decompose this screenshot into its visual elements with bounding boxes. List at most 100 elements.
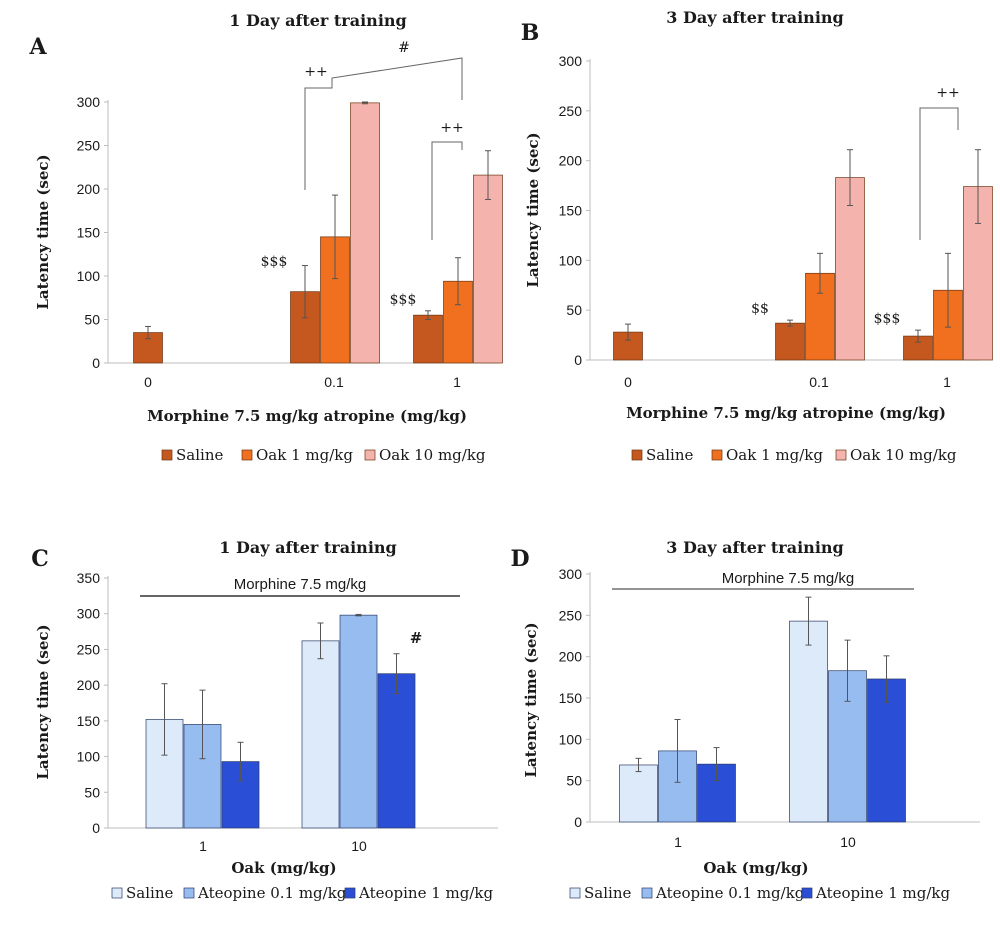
y-tick-label: 250 xyxy=(77,138,101,154)
bar-a-0-2 xyxy=(413,314,443,364)
x-tick-label: 1 xyxy=(199,838,207,854)
y-axis-label: Latency time (sec) xyxy=(34,624,52,779)
legend-swatch xyxy=(631,449,643,461)
legend-swatch xyxy=(569,887,581,899)
y-axis-label: Latency time (sec) xyxy=(522,622,540,777)
group-label: Morphine 7.5 mg/kg xyxy=(722,570,855,587)
chart-title: 3 Day after training xyxy=(666,8,843,27)
significance-label: $$$ xyxy=(874,311,901,327)
chart-title: 3 Day after training xyxy=(666,538,843,557)
x-tick-label: 1 xyxy=(943,374,951,390)
significance-label: $$ xyxy=(751,301,769,317)
legend-swatch xyxy=(835,449,847,461)
y-tick-label: 50 xyxy=(566,302,582,318)
bar-b-0-1 xyxy=(775,322,805,361)
x-tick-label: 0.1 xyxy=(809,374,829,390)
y-tick-label: 150 xyxy=(559,690,583,706)
significance-label: $$$ xyxy=(390,292,417,308)
y-tick-label: 100 xyxy=(559,731,583,747)
legend-label: Saline xyxy=(584,884,631,902)
bracket xyxy=(304,57,463,190)
x-axis-label: Oak (mg/kg) xyxy=(231,859,336,877)
x-tick-label: 0.1 xyxy=(324,374,344,390)
y-tick-label: 0 xyxy=(92,355,100,371)
y-tick-label: 200 xyxy=(559,153,583,169)
y-tick-label: 300 xyxy=(559,566,583,582)
y-tick-label: 250 xyxy=(77,641,101,657)
legend-swatch xyxy=(344,887,356,899)
bar-d-0-0 xyxy=(619,764,658,823)
x-axis-label: Morphine 7.5 mg/kg atropine (mg/kg) xyxy=(626,404,946,422)
x-tick-label: 10 xyxy=(840,834,856,850)
panel-label: C xyxy=(31,546,49,572)
y-tick-label: 50 xyxy=(84,312,100,328)
significance-label: # xyxy=(410,629,423,647)
y-tick-label: 200 xyxy=(77,677,101,693)
legend-swatch xyxy=(183,887,195,899)
x-tick-label: 10 xyxy=(351,838,367,854)
y-tick-label: 250 xyxy=(559,103,583,119)
y-tick-label: 0 xyxy=(574,352,582,368)
y-tick-label: 0 xyxy=(92,820,100,836)
significance-label: ++ xyxy=(440,120,463,136)
bar-d-2-1 xyxy=(867,678,906,823)
significance-label: # xyxy=(398,40,410,56)
bar-a-2-2 xyxy=(473,174,503,364)
bracket xyxy=(919,107,959,240)
significance-label: ++ xyxy=(304,64,327,80)
legend-swatch xyxy=(111,887,123,899)
chart-title: 1 Day after training xyxy=(229,11,406,30)
legend-swatch xyxy=(161,449,173,461)
bar-b-2-1 xyxy=(835,177,865,361)
panel-label: D xyxy=(510,546,529,572)
y-tick-label: 300 xyxy=(77,94,101,110)
x-tick-label: 1 xyxy=(453,374,461,390)
x-axis-label: Morphine 7.5 mg/kg atropine (mg/kg) xyxy=(147,407,467,425)
x-tick-label: 0 xyxy=(144,374,152,390)
panel-label: A xyxy=(28,34,47,60)
y-tick-label: 100 xyxy=(77,749,101,765)
legend-label: Oak 1 mg/kg xyxy=(726,446,823,464)
significance-label: ++ xyxy=(936,85,959,101)
y-tick-label: 150 xyxy=(77,225,101,241)
legend-label: Ateopine 1 mg/kg xyxy=(358,884,493,902)
panel-D: D 3 Day after training Latency time (sec) O… xyxy=(510,538,980,902)
x-tick-label: 0 xyxy=(624,374,632,390)
legend-swatch xyxy=(801,887,813,899)
legend-label: Oak 1 mg/kg xyxy=(256,446,353,464)
legend-swatch xyxy=(241,449,253,461)
bar-d-0-1 xyxy=(789,620,828,823)
y-tick-label: 150 xyxy=(77,713,101,729)
panel-A: A 1 Day after training Latency time (sec) M… xyxy=(28,11,503,464)
y-tick-label: 50 xyxy=(566,773,582,789)
legend-swatch xyxy=(364,449,376,461)
bar-c-0-1 xyxy=(301,640,340,829)
y-tick-label: 200 xyxy=(77,181,101,197)
y-axis-label: Latency time (sec) xyxy=(524,132,542,287)
y-tick-label: 250 xyxy=(559,607,583,623)
legend-label: Ateopine 0.1 mg/kg xyxy=(655,884,805,902)
legend-label: Oak 10 mg/kg xyxy=(379,446,486,464)
y-tick-label: 300 xyxy=(77,606,101,622)
panel-C: C 1 Day after training Latency time (sec) O… xyxy=(31,538,498,902)
y-tick-label: 150 xyxy=(559,203,583,219)
legend-swatch xyxy=(711,449,723,461)
panel-label: B xyxy=(521,20,540,46)
panel-B: B 3 Day after training Latency time (sec) M… xyxy=(521,8,993,464)
legend-label: Saline xyxy=(126,884,173,902)
x-tick-label: 1 xyxy=(674,834,682,850)
y-tick-label: 0 xyxy=(574,814,582,830)
y-tick-label: 350 xyxy=(77,570,101,586)
y-tick-label: 200 xyxy=(559,649,583,665)
x-axis-label: Oak (mg/kg) xyxy=(703,859,808,877)
y-axis-label: Latency time (sec) xyxy=(34,154,52,309)
y-tick-label: 100 xyxy=(559,252,583,268)
group-label: Morphine 7.5 mg/kg xyxy=(234,576,367,593)
legend-label: Ateopine 1 mg/kg xyxy=(815,884,950,902)
y-tick-label: 50 xyxy=(84,784,100,800)
legend-label: Saline xyxy=(646,446,693,464)
legend-label: Saline xyxy=(176,446,223,464)
bar-c-2-1 xyxy=(377,673,416,829)
significance-label: $$$ xyxy=(261,254,288,270)
